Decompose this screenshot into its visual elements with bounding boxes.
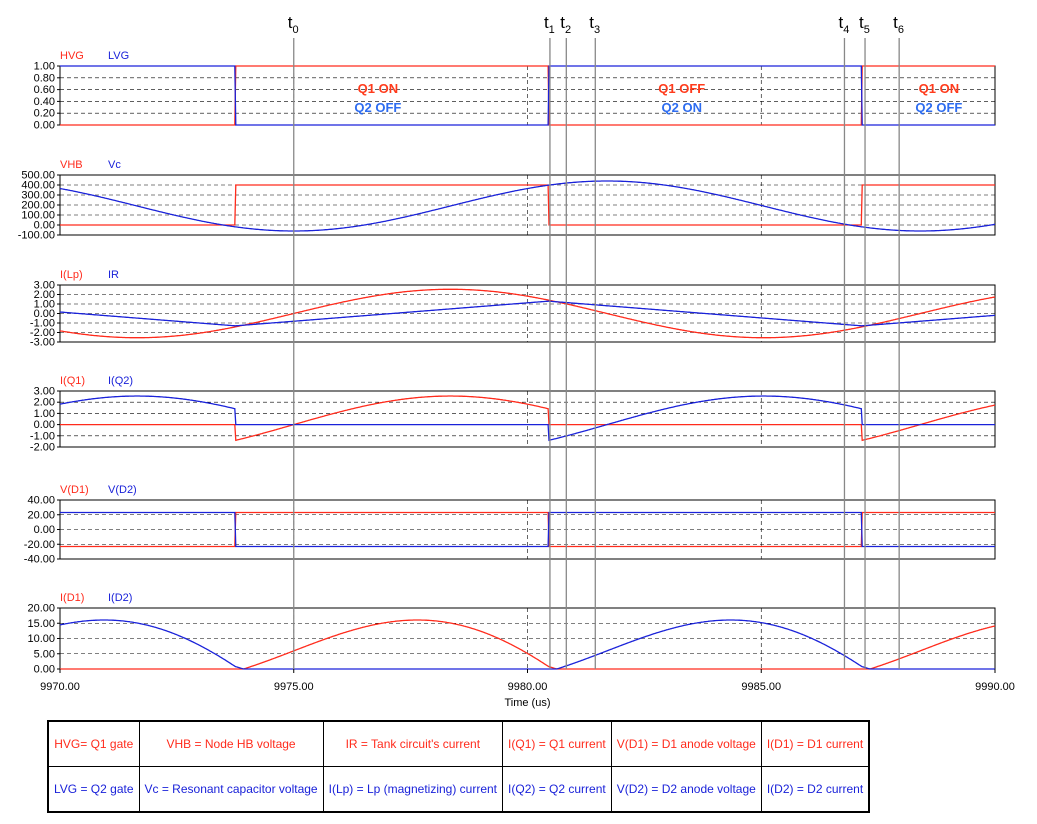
- legend-ir: IR = Tank circuit's current: [322, 720, 504, 767]
- marker-label-t0: t0: [288, 13, 299, 36]
- series-vc: [59, 180, 996, 232]
- y-tick-label: 0.80: [34, 72, 55, 84]
- x-axis-label: Time (us): [504, 697, 550, 709]
- y-tick-label: 300.00: [21, 190, 55, 202]
- y-tick-label: 1.00: [34, 61, 55, 73]
- y-tick-label: 100.00: [21, 210, 55, 222]
- state-label-q1: Q1 ON: [358, 81, 398, 96]
- panel-label: IR: [108, 269, 119, 281]
- y-tick-label: -2.00: [30, 442, 55, 454]
- legend-ilp: I(Lp) = Lp (magnetizing) current: [322, 766, 504, 813]
- series-vhb: [60, 184, 995, 226]
- x-tick-label: 9975.00: [274, 681, 314, 693]
- y-tick-label: 0.00: [34, 308, 55, 320]
- series-vd2: [60, 511, 995, 548]
- panel-label: I(Q1): [60, 375, 85, 387]
- panel-label: I(D2): [108, 592, 132, 604]
- legend-iq1: I(Q1) = Q1 current: [502, 720, 612, 767]
- series-lvg: [60, 65, 995, 126]
- y-tick-label: 0.00: [34, 419, 55, 431]
- y-tick-label: 3.00: [34, 280, 55, 292]
- legend-vd1: V(D1) = D1 anode voltage: [610, 720, 762, 767]
- y-tick-label: 500.00: [21, 170, 55, 182]
- marker-label-t6: t6: [893, 13, 904, 36]
- legend-row-1: HVG= Q1 gate VHB = Node HB voltage IR = …: [47, 720, 870, 767]
- marker-label-t3: t3: [589, 13, 600, 36]
- y-tick-label: 1.00: [34, 299, 55, 311]
- panel-label: Vc: [108, 159, 121, 171]
- y-tick-label: 0.00: [34, 220, 55, 232]
- state-label-q1: Q1 OFF: [658, 81, 705, 96]
- state-label-q1: Q1 ON: [919, 81, 959, 96]
- series-iq1: [60, 395, 996, 442]
- y-tick-label: -100.00: [18, 230, 55, 242]
- x-tick-label: 9970.00: [40, 681, 80, 693]
- y-tick-label: 15.00: [27, 618, 55, 630]
- x-tick-label: 9985.00: [741, 681, 781, 693]
- legend-lvg: LVG = Q2 gate: [47, 766, 140, 813]
- legend-vhb: VHB = Node HB voltage: [138, 720, 324, 767]
- y-tick-label: 2.00: [34, 397, 55, 409]
- y-tick-label: 0.60: [34, 84, 55, 96]
- y-tick-label: 2.00: [34, 289, 55, 301]
- y-tick-label: 400.00: [21, 180, 55, 192]
- series-vd1: [60, 511, 995, 548]
- y-tick-label: 10.00: [27, 633, 55, 645]
- y-tick-label: 1.00: [34, 408, 55, 420]
- y-tick-label: 20.00: [27, 603, 55, 615]
- y-tick-label: -1.00: [30, 430, 55, 442]
- panel-label: I(D1): [60, 592, 84, 604]
- state-label-q2: Q2 OFF: [915, 100, 962, 115]
- series-iq2: [59, 395, 995, 442]
- panel-label: HVG: [60, 50, 84, 62]
- series-ir: [59, 288, 996, 339]
- y-tick-label: 0.20: [34, 108, 55, 120]
- marker-label-t4: t4: [838, 13, 849, 36]
- panel-label: V(D1): [60, 484, 89, 496]
- legend-id2: I(D2) = D2 current: [760, 766, 870, 813]
- panel-label: VHB: [60, 159, 83, 171]
- y-tick-label: 20.00: [27, 509, 55, 521]
- y-tick-label: 0.00: [34, 120, 55, 132]
- y-tick-label: 200.00: [21, 200, 55, 212]
- panel-frame: [59, 284, 996, 343]
- legend-id1: I(D1) = D1 current: [760, 720, 870, 767]
- y-tick-label: 0.00: [34, 664, 55, 676]
- legend-iq2: I(Q2) = Q2 current: [502, 766, 612, 813]
- state-label-q2: Q2 OFF: [354, 100, 401, 115]
- marker-label-t1: t1: [544, 13, 555, 36]
- y-tick-label: 0.00: [34, 524, 55, 536]
- panel-label: V(D2): [108, 484, 137, 496]
- panel-label: LVG: [108, 50, 129, 62]
- y-tick-label: -2.00: [30, 327, 55, 339]
- x-tick-label: 9980.00: [508, 681, 548, 693]
- y-tick-label: -1.00: [30, 318, 55, 330]
- legend-vd2: V(D2) = D2 anode voltage: [610, 766, 762, 813]
- y-tick-label: -40.00: [24, 554, 55, 566]
- y-tick-label: 3.00: [34, 386, 55, 398]
- panel-label: I(Lp): [60, 269, 83, 281]
- y-tick-label: 0.40: [34, 96, 55, 108]
- y-tick-label: -20.00: [24, 539, 55, 551]
- panel-label: I(Q2): [108, 375, 133, 387]
- marker-label-t5: t5: [859, 13, 870, 36]
- x-tick-label: 9990.00: [975, 681, 1015, 693]
- legend-vc: Vc = Resonant capacitor voltage: [138, 766, 324, 813]
- y-tick-label: 40.00: [27, 495, 55, 507]
- panel-frame: [59, 390, 996, 448]
- series-id1: [60, 619, 996, 670]
- signal-legend-table: HVG= Q1 gate VHB = Node HB voltage IR = …: [47, 720, 871, 813]
- y-tick-label: -3.00: [30, 337, 55, 349]
- legend-hvg: HVG= Q1 gate: [47, 720, 140, 767]
- y-tick-label: 5.00: [34, 648, 55, 660]
- series-ilp: [59, 300, 996, 327]
- panel-frame: [59, 499, 996, 560]
- legend-row-2: LVG = Q2 gate Vc = Resonant capacitor vo…: [47, 766, 870, 813]
- marker-label-t2: t2: [560, 13, 571, 36]
- panel-frame: [59, 174, 996, 236]
- state-label-q2: Q2 ON: [662, 100, 702, 115]
- series-hvg: [60, 65, 995, 126]
